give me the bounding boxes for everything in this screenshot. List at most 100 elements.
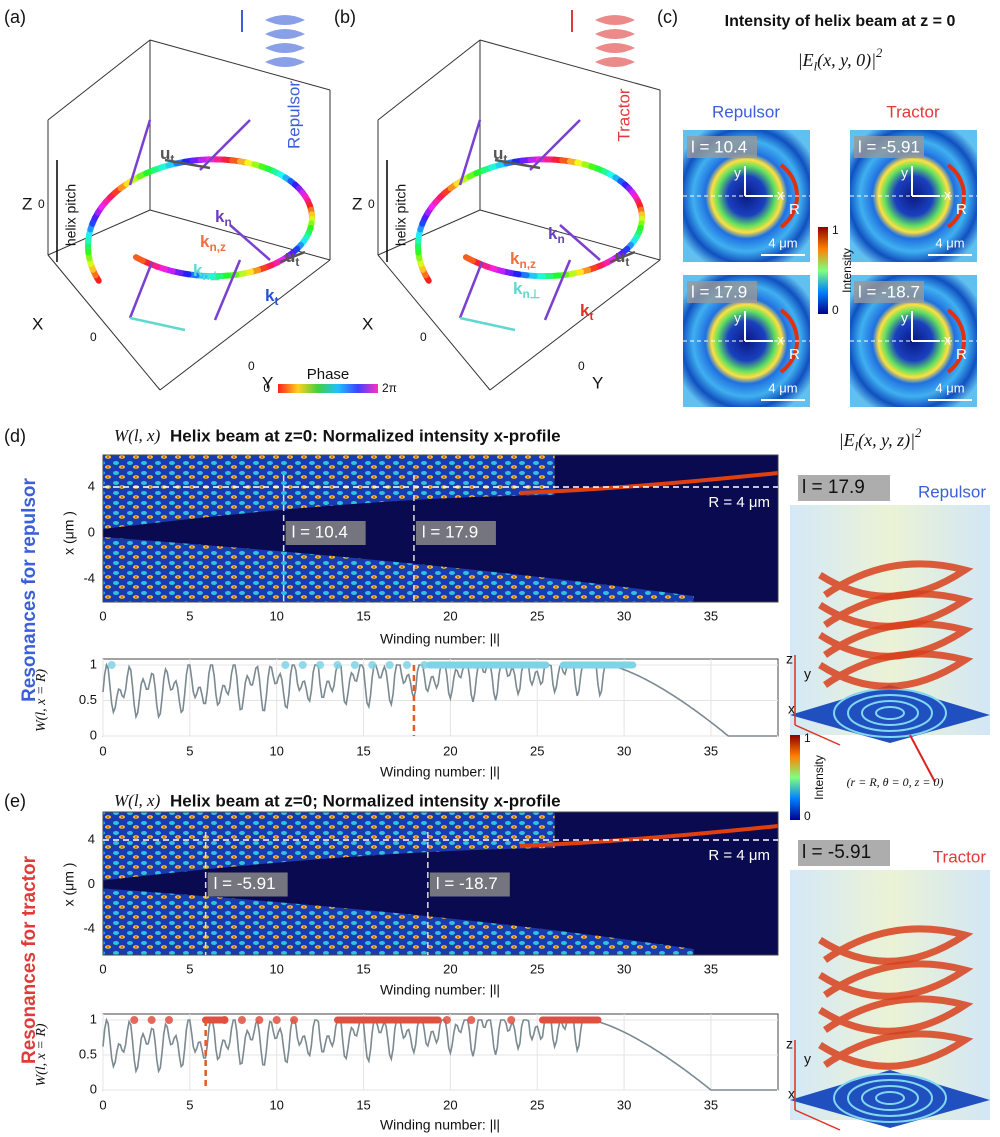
tick-label: 0 (420, 330, 427, 344)
vector-sub: t (625, 255, 629, 269)
tile-r: R (956, 201, 967, 218)
x-tick-label: 5 (186, 608, 193, 623)
axis-label: z (786, 651, 793, 667)
vector-label: kn (215, 207, 232, 229)
vector-main: k (265, 286, 275, 305)
resonance-dot (147, 1016, 156, 1024)
x-tick-label: 20 (443, 608, 457, 623)
panel-label: (d) (4, 426, 26, 446)
mark-box (429, 872, 510, 897)
beam-ribbon (595, 29, 635, 39)
vector-arrow (459, 316, 516, 332)
beam-ribbon (265, 43, 305, 53)
x-tick-label: 10 (269, 608, 283, 623)
y-tick-label: 4 (88, 831, 95, 846)
view-l: l = -5.91 (802, 842, 871, 863)
view-beam: Tractor (933, 847, 987, 866)
tile-y: y (734, 165, 741, 181)
vector-arrow (529, 119, 581, 171)
x-axis-label: Winding number: |l| (380, 1117, 500, 1133)
helix-turn (818, 925, 974, 965)
tick-label: 0 (578, 359, 585, 373)
x-tick-label: 20 (443, 743, 457, 758)
floor-ring (875, 706, 905, 720)
beam-ribbon (595, 15, 635, 25)
vector-label: kt (580, 301, 593, 323)
resonance-dot (420, 661, 429, 669)
vector-sub: t (503, 152, 507, 166)
phase-min: 0 (263, 381, 270, 395)
y-tick-label: 0 (88, 876, 95, 891)
x-tick-label: 35 (704, 743, 718, 758)
box-edge (159, 259, 331, 391)
l-box (854, 281, 924, 303)
helix-turn (818, 960, 974, 1000)
tile-l: l = 10.4 (691, 137, 747, 156)
axis-label: Y (262, 373, 273, 392)
colorbar-max: 1 (832, 223, 839, 237)
vector-arrow (128, 119, 152, 186)
heatmap-ridge (519, 471, 779, 495)
panel-title: Helix beam at z=0: Normalized intensity … (170, 426, 561, 445)
y-tick-label: 0 (90, 1081, 97, 1096)
heatmap-lower (103, 888, 694, 955)
tile-l: l = 17.9 (691, 282, 747, 301)
vector-sub: t (274, 294, 278, 308)
helix-turn (818, 650, 974, 690)
resonance-dot (130, 1016, 139, 1024)
vector-label: ut (160, 144, 174, 166)
vector-sub: n (557, 232, 564, 246)
x-tick-label: 0 (99, 608, 106, 623)
panel-title: Intensity of helix beam at z = 0 (725, 13, 956, 30)
scale-label: 4 μm (935, 380, 964, 395)
vector-main: k (580, 301, 590, 320)
helix-turn (818, 1030, 974, 1070)
axis-line (794, 1109, 841, 1131)
heatmap-ridge (519, 824, 779, 848)
vector-arrow (199, 119, 251, 171)
beam-ribbon (595, 43, 635, 53)
box-edge (47, 254, 161, 391)
x-tick-label: 30 (617, 961, 631, 976)
resonance-dot (368, 661, 377, 669)
x-tick-label: 25 (530, 743, 544, 758)
vector-arrow (213, 259, 242, 321)
vector-sub: n⊥ (522, 287, 540, 301)
x-tick-label: 0 (99, 1097, 106, 1112)
map-name: W(l, x) (114, 791, 161, 810)
x-axis-label: Winding number: |l| (380, 982, 500, 998)
mark-box (415, 521, 496, 545)
panel-label: (c) (657, 7, 678, 27)
vector-main: u (493, 144, 503, 163)
formula-sub: l (814, 59, 818, 73)
vector-main: k (193, 261, 203, 280)
heatmap-frame (102, 454, 779, 603)
resonance-dot (298, 661, 307, 669)
vector-arrow (128, 261, 154, 319)
box-edge (149, 39, 331, 91)
vector-label: kn⊥ (193, 261, 220, 283)
x-tick-label: 10 (269, 1097, 283, 1112)
heatmap-upper (103, 812, 555, 881)
colorbar-max: 1 (804, 731, 811, 745)
column-header: Repulsor (712, 102, 780, 121)
scale-label: 4 μm (935, 235, 964, 250)
y-tick-label: 1 (90, 1011, 97, 1026)
x-tick-label: 15 (356, 743, 370, 758)
formula-base: |E (798, 50, 814, 70)
vector-sub: n (224, 215, 231, 229)
tile-r: R (956, 346, 967, 363)
resonance-dot (281, 661, 290, 669)
vector-label: ut (493, 144, 507, 166)
helix-turn (818, 560, 974, 600)
tile-x: x (777, 187, 784, 203)
resonance-dot (442, 1016, 451, 1024)
tile-y: y (901, 165, 908, 181)
floor-ring (847, 694, 933, 732)
side-title: Resonances for repulsor (19, 477, 40, 701)
heatmap-lower (103, 537, 694, 602)
box-edge (479, 39, 661, 91)
x-tick-label: 15 (356, 1097, 370, 1112)
vector-main: u (160, 144, 170, 163)
formula-args: (x, y, 0)| (817, 50, 876, 71)
